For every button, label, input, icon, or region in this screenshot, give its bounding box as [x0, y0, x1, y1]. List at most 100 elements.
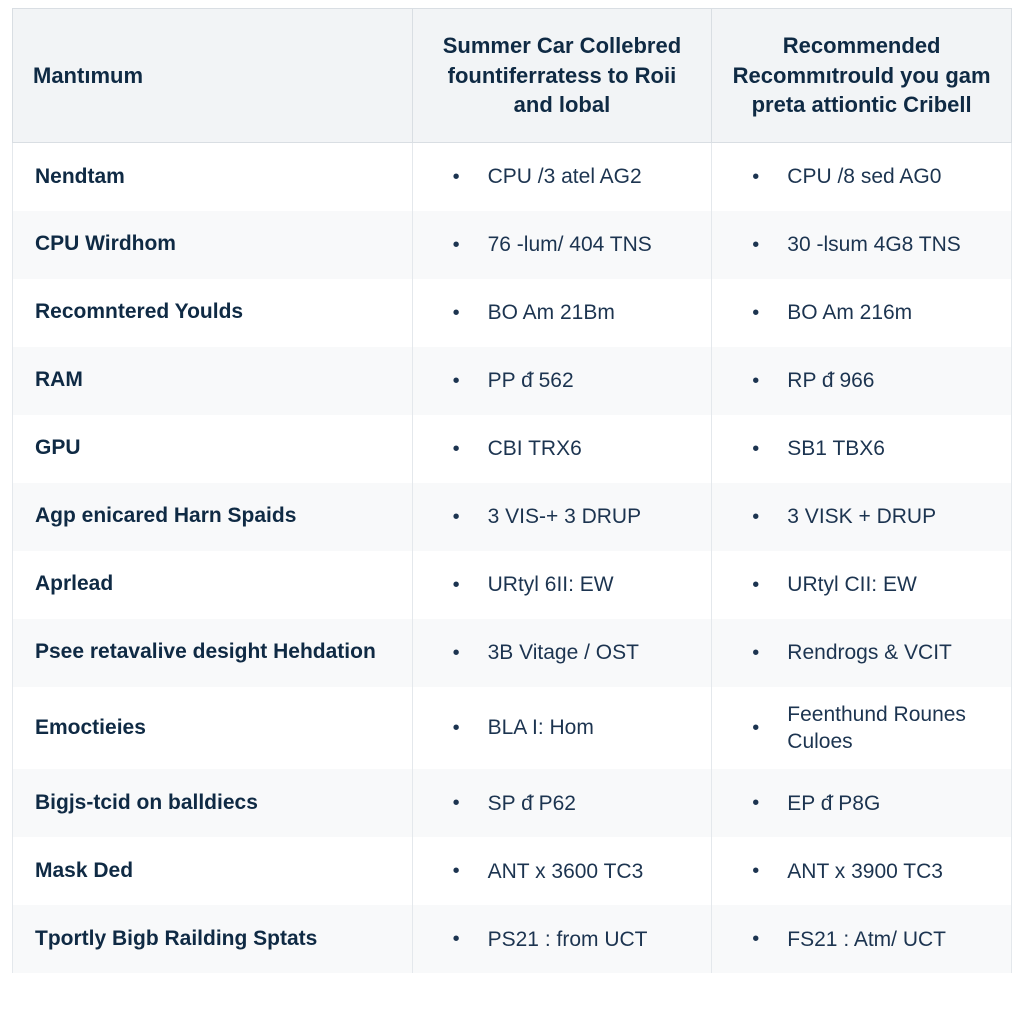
- row-label: RAM: [13, 353, 412, 407]
- cell-value: • SB1 TBX6: [712, 421, 1011, 476]
- cell-value: • SP ᵭ P62: [413, 776, 712, 831]
- bullet-icon: •: [453, 371, 460, 391]
- bullet-icon: •: [453, 718, 460, 738]
- bullet-icon: •: [752, 507, 759, 527]
- table-row: RAM • PP ᵭ 562 • RP ᵭ 966: [13, 347, 1012, 415]
- cell-text: 3 VISK + DRUP: [787, 503, 936, 530]
- cell-text: EP ᵭ P8G: [787, 790, 880, 817]
- cell-text: 3B Vitage / OST: [488, 639, 639, 666]
- cell-text: 3 VIS-+ 3 DRUP: [488, 503, 641, 530]
- cell-text: BLA I: Hom: [488, 714, 594, 741]
- cell-text: PP ᵭ 562: [488, 367, 574, 394]
- table-row: Tportly Bigb Railding Sptats • PS21 : from…: [13, 905, 1012, 973]
- cell-value: • PP ᵭ 562: [413, 353, 712, 408]
- cell-value: • BLA I: Hom: [413, 700, 712, 755]
- cell-value: •URtyl 6II: EW: [413, 557, 712, 612]
- bullet-icon: •: [453, 235, 460, 255]
- bullet-icon: •: [752, 167, 759, 187]
- table-row: Emoctieies • BLA I: Hom • Feenthund Rounes C…: [13, 687, 1012, 770]
- cell-value: • 76 -lum/ 404 TNS: [413, 217, 712, 272]
- bullet-icon: •: [752, 861, 759, 881]
- cell-value: • ANT x 3900 TC3: [712, 844, 1011, 899]
- header-col2: Summer Car Collebred fountiferratess to …: [412, 9, 712, 143]
- header-col3: Recommended Recommıtrould you gam preta …: [712, 9, 1012, 143]
- cell-value: • FS21 : Atm/ UCT: [712, 912, 1011, 967]
- bullet-icon: •: [752, 439, 759, 459]
- row-label: Recomntered Youlds: [13, 285, 412, 339]
- cell-value: • Feenthund Rounes Culoes: [712, 687, 1011, 770]
- bullet-icon: •: [752, 575, 759, 595]
- table-row: Agp enicared Harn Spaids•3 VIS-+ 3 DRUP•…: [13, 483, 1012, 551]
- cell-text: Rendrogs & VCIT: [787, 639, 952, 666]
- bullet-icon: •: [453, 439, 460, 459]
- row-label: Tportly Bigb Railding Sptats: [13, 912, 412, 966]
- table-row: CPU Wirdhom • 76 -lum/ 404 TNS • 30 -lsum 4G…: [13, 211, 1012, 279]
- row-label: Emoctieies: [13, 701, 412, 755]
- row-label: Mask Ded: [13, 844, 412, 898]
- cell-value: • 3B Vitage / OST: [413, 625, 712, 680]
- row-label: Bigjs-tcid on balldiecs: [13, 776, 412, 830]
- cell-value: • ANT x 3600 TC3: [413, 844, 712, 899]
- cell-text: PS21 : from UCT: [488, 926, 648, 953]
- cell-value: • RP ᵭ 966: [712, 353, 1011, 408]
- bullet-icon: •: [453, 507, 460, 527]
- bullet-icon: •: [453, 861, 460, 881]
- cell-value: • URtyl CII: EW: [712, 557, 1011, 612]
- row-label: CPU Wirdhom: [13, 217, 412, 271]
- cell-text: URtyl CII: EW: [787, 571, 917, 598]
- cell-text: 76 -lum/ 404 TNS: [488, 231, 652, 258]
- cell-value: • BO Am 216m: [712, 285, 1011, 340]
- table-row: Nendtam • CPU /3 atel AG2 • CPU /8 sed AG0: [13, 143, 1012, 211]
- table-row: Bigjs-tcid on balldiecs • SP ᵭ P62 • EP ᵭ P8…: [13, 769, 1012, 837]
- cell-text: BO Am 216m: [787, 299, 912, 326]
- cell-value: • CPU /8 sed AG0: [712, 149, 1011, 204]
- cell-value: • 3 VIS-+ 3 DRUP: [413, 489, 712, 544]
- cell-value: • Rendrogs & VCIT: [712, 625, 1011, 680]
- cell-value: • EP ᵭ P8G: [712, 776, 1011, 831]
- bullet-icon: •: [752, 235, 759, 255]
- table-row: Recomntered Youlds • BO Am 21Bm • BO Am 216m: [13, 279, 1012, 347]
- row-label: GPU: [13, 421, 412, 475]
- bullet-icon: •: [752, 929, 759, 949]
- bullet-icon: •: [453, 929, 460, 949]
- header-col1: Mantımum: [13, 9, 413, 143]
- cell-text: BO Am 21Bm: [488, 299, 615, 326]
- cell-text: SB1 TBX6: [787, 435, 885, 462]
- cell-text: CPU /3 atel AG2: [488, 163, 642, 190]
- bullet-icon: •: [453, 643, 460, 663]
- bullet-icon: •: [453, 303, 460, 323]
- cell-text: CPU /8 sed AG0: [787, 163, 941, 190]
- row-label: Agp enicared Harn Spaids: [13, 489, 412, 543]
- cell-value: • CBI TRX6: [413, 421, 712, 476]
- table-row: Mask Ded • ANT x 3600 TC3 • ANT x 3900 TC3: [13, 837, 1012, 905]
- cell-text: URtyl 6II: EW: [488, 571, 614, 598]
- cell-text: ANT x 3600 TC3: [488, 858, 644, 885]
- cell-text: RP ᵭ 966: [787, 367, 874, 394]
- table-row: Aprlead•URtyl 6II: EW • URtyl CII: EW: [13, 551, 1012, 619]
- bullet-icon: •: [752, 643, 759, 663]
- cell-text: Feenthund Rounes Culoes: [787, 701, 985, 756]
- cell-value: • PS21 : from UCT: [413, 912, 712, 967]
- bullet-icon: •: [752, 718, 759, 738]
- cell-value: • BO Am 21Bm: [413, 285, 712, 340]
- cell-text: CBI TRX6: [488, 435, 582, 462]
- bullet-icon: •: [752, 793, 759, 813]
- spec-table: Mantımum Summer Car Collebred fountiferr…: [12, 8, 1012, 973]
- table-row: Psee retavalive desight Hehdation • 3B Vit…: [13, 619, 1012, 687]
- cell-text: 30 -lsum 4G8 TNS: [787, 231, 961, 258]
- cell-value: • 30 -lsum 4G8 TNS: [712, 217, 1011, 272]
- cell-text: ANT x 3900 TC3: [787, 858, 943, 885]
- cell-value: • CPU /3 atel AG2: [413, 149, 712, 204]
- header-row: Mantımum Summer Car Collebred fountiferr…: [13, 9, 1012, 143]
- bullet-icon: •: [752, 303, 759, 323]
- bullet-icon: •: [453, 167, 460, 187]
- cell-value: • 3 VISK + DRUP: [712, 489, 1011, 544]
- table-row: GPU • CBI TRX6 • SB1 TBX6: [13, 415, 1012, 483]
- bullet-icon: •: [752, 371, 759, 391]
- cell-text: FS21 : Atm/ UCT: [787, 926, 946, 953]
- row-label: Psee retavalive desight Hehdation: [13, 625, 412, 679]
- bullet-icon: •: [453, 793, 460, 813]
- row-label: Aprlead: [13, 557, 412, 611]
- cell-text: SP ᵭ P62: [488, 790, 576, 817]
- row-label: Nendtam: [13, 150, 412, 204]
